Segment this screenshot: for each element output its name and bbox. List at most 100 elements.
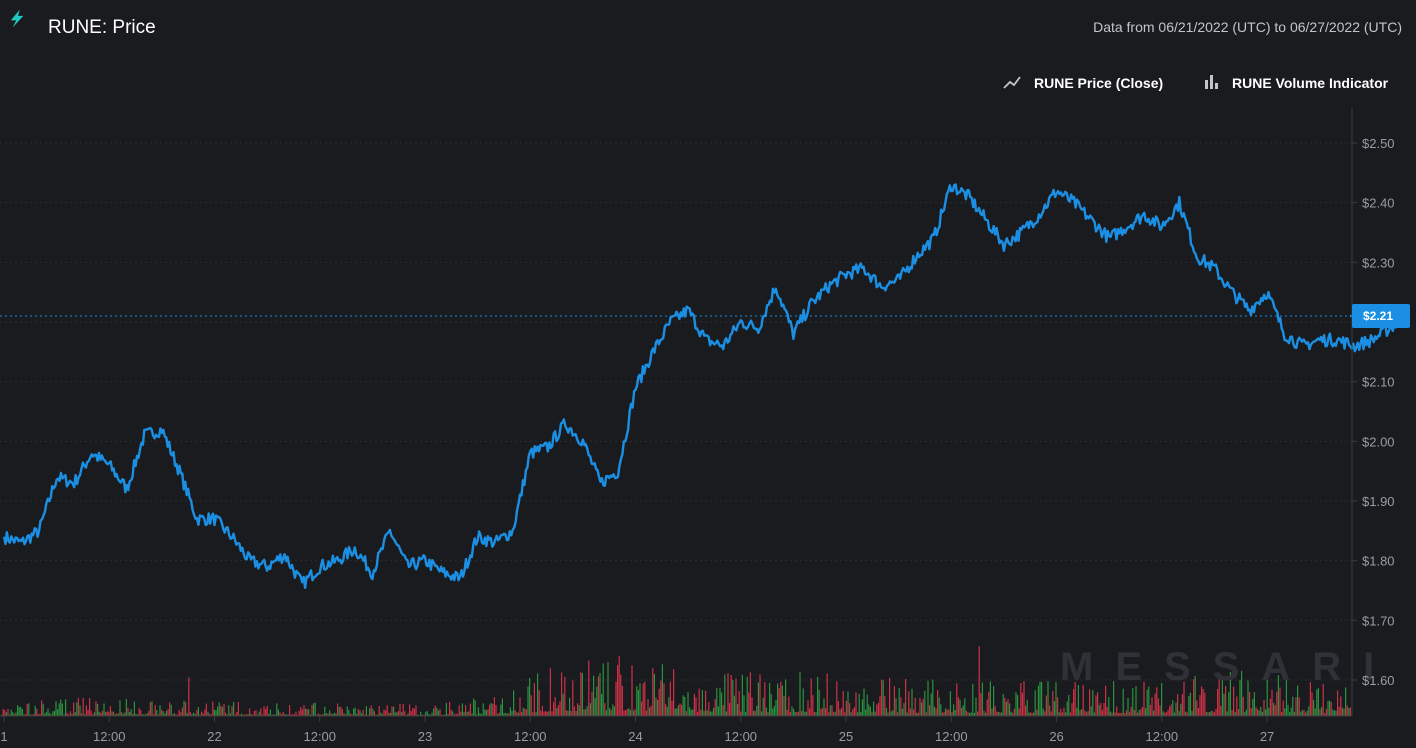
volume-bar-up xyxy=(781,685,783,716)
volume-bar-down xyxy=(695,697,697,716)
volume-bar-up xyxy=(316,714,318,716)
volume-bar-up xyxy=(1247,680,1249,716)
volume-bar-up xyxy=(42,703,44,716)
legend: RUNE Price (Close) RUNE Volume Indicator xyxy=(1003,75,1389,91)
legend-item-price[interactable]: RUNE Price (Close) xyxy=(1003,75,1163,91)
volume-bar-up xyxy=(130,709,132,716)
volume-bar-up xyxy=(380,712,382,716)
volume-bar-up xyxy=(770,693,772,716)
volume-bar-down xyxy=(546,711,548,716)
volume-bar-down xyxy=(281,714,283,716)
volume-bar-down xyxy=(148,710,150,716)
y-tick-label: $2.00 xyxy=(1362,434,1395,449)
volume-bar-down xyxy=(541,706,543,716)
volume-bar-down xyxy=(538,690,540,716)
volume-bar-down xyxy=(849,703,851,716)
volume-bar-down xyxy=(85,705,87,716)
volume-bar-down xyxy=(641,701,643,716)
volume-bar-down xyxy=(841,707,843,716)
volume-bar-up xyxy=(1146,689,1148,716)
volume-bar-down xyxy=(508,713,510,716)
volume-bar-up xyxy=(1068,695,1070,716)
volume-bar-up xyxy=(690,709,692,716)
volume-bar-up xyxy=(346,706,348,716)
legend-item-volume[interactable]: RUNE Volume Indicator xyxy=(1205,75,1389,91)
volume-bar-up xyxy=(146,713,148,716)
volume-bar-down xyxy=(1007,699,1009,716)
volume-bar-down xyxy=(642,683,644,716)
volume-bar-up xyxy=(420,711,422,716)
volume-bar-up xyxy=(1145,708,1147,716)
volume-bar-up xyxy=(76,702,78,716)
volume-bar-down xyxy=(391,706,393,716)
volume-bar-down xyxy=(66,713,68,716)
volume-bar-down xyxy=(172,714,174,716)
volume-bar-up xyxy=(503,713,505,716)
volume-bar-down xyxy=(373,711,375,716)
volume-bar-down xyxy=(132,714,134,716)
volume-bar-down xyxy=(1237,709,1239,716)
volume-bar-down xyxy=(889,677,891,716)
volume-bar-up xyxy=(916,712,918,716)
volume-bar-up xyxy=(589,703,591,716)
y-tick-label: $2.10 xyxy=(1362,375,1395,390)
volume-bar-down xyxy=(922,699,924,716)
volume-bar-up xyxy=(21,709,23,716)
volume-bar-up xyxy=(762,697,764,716)
volume-bar-up xyxy=(497,713,499,716)
volume-bar-down xyxy=(545,711,547,716)
volume-bar-up xyxy=(709,711,711,716)
volume-bar-down xyxy=(1074,682,1076,716)
volume-bar-up xyxy=(269,709,271,716)
volume-bar-down xyxy=(663,683,665,716)
volume-bar-down xyxy=(999,712,1001,716)
volume-bar-up xyxy=(791,706,793,716)
volume-bar-up xyxy=(481,714,483,716)
volume-bar-down xyxy=(279,712,281,716)
volume-bar-up xyxy=(484,709,486,716)
volume-bar-down xyxy=(1117,713,1119,716)
volume-bar-down xyxy=(751,697,753,716)
volume-bar-down xyxy=(282,711,284,716)
volume-bar-down xyxy=(908,691,910,716)
volume-bar-up xyxy=(757,682,759,716)
volume-bar-up xyxy=(221,706,223,716)
volume-bar-up xyxy=(689,707,691,716)
volume-bar-down xyxy=(821,708,823,716)
volume-bar-down xyxy=(524,708,526,716)
volume-bar-up xyxy=(53,711,55,716)
volume-bar-up xyxy=(1005,701,1007,716)
volume-bar-down xyxy=(1281,712,1283,716)
volume-bar-down xyxy=(385,710,387,716)
volume-bar-up xyxy=(394,712,396,716)
volume-bar-up xyxy=(964,698,966,716)
volume-bar-down xyxy=(73,702,75,716)
volume-bar-up xyxy=(903,703,905,716)
volume-bar-up xyxy=(17,705,19,716)
volume-bar-up xyxy=(1034,690,1036,716)
volume-bar-down xyxy=(812,695,814,716)
volume-bar-up xyxy=(1285,679,1287,716)
volume-bar-up xyxy=(466,711,468,716)
volume-bar-up xyxy=(418,714,420,716)
volume-bar-up xyxy=(447,714,449,716)
volume-bar-down xyxy=(50,714,52,716)
volume-bar-up xyxy=(666,706,668,716)
volume-bar-up xyxy=(197,707,199,716)
volume-bar-up xyxy=(47,708,49,716)
volume-bar-up xyxy=(191,714,193,716)
volume-bar-down xyxy=(617,665,619,716)
volume-bar-down xyxy=(1082,685,1084,716)
volume-bar-down xyxy=(337,703,339,716)
volume-bar-up xyxy=(1028,712,1030,716)
volume-bar-up xyxy=(57,709,59,716)
volume-bar-down xyxy=(289,705,291,716)
volume-bar-up xyxy=(1348,708,1350,716)
volume-bar-up xyxy=(901,708,903,716)
volume-bar-up xyxy=(1188,696,1190,716)
volume-bar-down xyxy=(1279,687,1281,716)
volume-bar-up xyxy=(247,714,249,716)
volume-bar-down xyxy=(909,708,911,716)
volume-bar-up xyxy=(1321,706,1323,716)
volume-bar-up xyxy=(1258,710,1260,716)
